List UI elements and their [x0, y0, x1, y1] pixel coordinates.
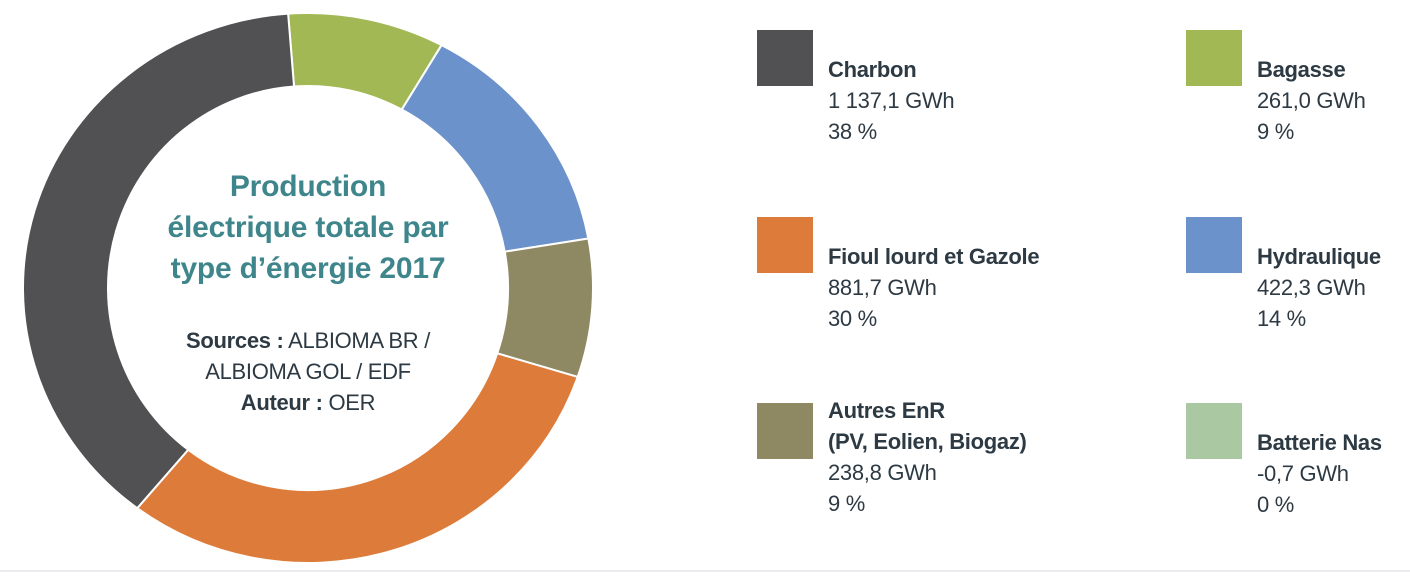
chart-title-line: Production — [229, 170, 387, 203]
chart-title-line: électrique totale par — [167, 211, 449, 244]
legend-item-text: Autres EnR (PV, Eolien, Biogaz) 238,8 GWh 9… — [828, 395, 1108, 519]
legend-item-value: 261,0 GWh — [1257, 88, 1366, 113]
legend-item-name: (PV, Eolien, Biogaz) — [828, 429, 1027, 454]
chart-credits: Sources : ALBIOMA BR / ALBIOMA GOL / EDF A… — [108, 325, 508, 418]
donut-segment-charbon — [22, 12, 296, 510]
legend-item-value: 422,3 GWh — [1257, 275, 1366, 300]
legend-item-value: 1 137,1 GWh — [828, 88, 955, 113]
legend-item-text: Hydraulique 422,3 GWh 14 % — [1257, 241, 1410, 334]
legend-item-text: Bagasse 261,0 GWh 9 % — [1257, 54, 1410, 147]
legend-swatch-hydraulique — [1186, 217, 1242, 273]
legend-swatch-fioul — [757, 217, 813, 273]
credit-line: Sources : ALBIOMA BR / — [185, 328, 431, 353]
legend-item-percent: 30 % — [828, 306, 877, 331]
donut-segment-fioul-lourd-et-gazole — [135, 352, 579, 564]
bottom-divider — [0, 570, 1410, 572]
chart-title-line: type d’énergie 2017 — [170, 252, 446, 285]
legend-swatch-batterie-nas — [1186, 403, 1242, 459]
legend-item-percent: 38 % — [828, 119, 877, 144]
legend-item-percent: 9 % — [1257, 119, 1295, 144]
legend-item-name: Fioul lourd et Gazole — [828, 244, 1040, 269]
legend-item-value: 881,7 GWh — [828, 275, 937, 300]
legend-item-text: Charbon 1 137,1 GWh 38 % — [828, 54, 1108, 147]
donut-chart — [22, 12, 594, 564]
legend-item-name: Hydraulique — [1257, 244, 1381, 269]
legend-swatch-charbon — [757, 30, 813, 86]
credit-line: ALBIOMA GOL / EDF — [205, 359, 411, 384]
legend-item-name: Batterie Nas — [1257, 430, 1382, 455]
legend-item-name: Bagasse — [1257, 57, 1346, 82]
credit-line: Auteur : OER — [240, 390, 376, 415]
legend-item-value: -0,7 GWh — [1257, 461, 1349, 486]
legend-item-value: 238,8 GWh — [828, 460, 937, 485]
donut-segment-autres-enr-pv-eolien-biogaz — [495, 237, 594, 379]
legend-item-name: Autres EnR — [828, 398, 945, 423]
legend-item-percent: 0 % — [1257, 492, 1295, 517]
legend-item-name: Charbon — [828, 57, 917, 82]
legend-item-percent: 9 % — [828, 491, 866, 516]
legend-swatch-bagasse — [1186, 30, 1242, 86]
legend-item-text: Batterie Nas -0,7 GWh 0 % — [1257, 427, 1410, 520]
chart-title: Production électrique totale par type d’én… — [108, 166, 508, 289]
legend-item-percent: 14 % — [1257, 306, 1306, 331]
legend-item-text: Fioul lourd et Gazole 881,7 GWh 30 % — [828, 241, 1108, 334]
legend-swatch-autres-enr — [757, 403, 813, 459]
